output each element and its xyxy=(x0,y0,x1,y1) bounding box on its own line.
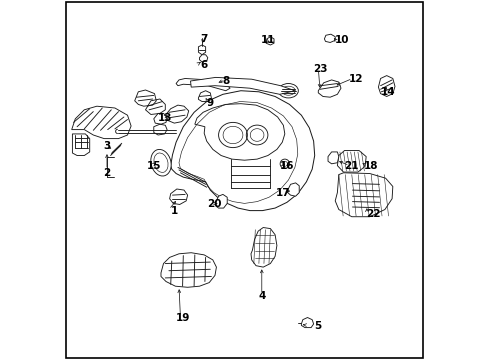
Polygon shape xyxy=(190,77,294,94)
Polygon shape xyxy=(198,45,205,55)
Polygon shape xyxy=(165,105,188,123)
Ellipse shape xyxy=(278,84,298,98)
Polygon shape xyxy=(335,173,392,217)
Text: 6: 6 xyxy=(200,60,207,70)
Text: 15: 15 xyxy=(146,161,161,171)
Text: 2: 2 xyxy=(103,168,110,178)
Polygon shape xyxy=(250,228,276,267)
Text: 14: 14 xyxy=(381,87,395,97)
Text: 11: 11 xyxy=(260,35,275,45)
Polygon shape xyxy=(199,55,207,62)
Polygon shape xyxy=(337,150,366,172)
Polygon shape xyxy=(324,34,335,42)
Text: 13: 13 xyxy=(157,113,171,123)
Polygon shape xyxy=(327,152,338,164)
Text: 4: 4 xyxy=(258,291,265,301)
Text: 12: 12 xyxy=(348,74,363,84)
Text: 20: 20 xyxy=(206,199,221,210)
Text: 19: 19 xyxy=(176,312,190,323)
Text: 18: 18 xyxy=(363,161,378,171)
Polygon shape xyxy=(301,318,313,328)
Text: 8: 8 xyxy=(223,76,230,86)
Text: 22: 22 xyxy=(366,209,380,219)
Text: 23: 23 xyxy=(313,64,327,74)
Polygon shape xyxy=(161,253,216,287)
Text: 3: 3 xyxy=(103,141,110,151)
Text: 9: 9 xyxy=(206,98,213,108)
Polygon shape xyxy=(215,194,227,208)
Text: 17: 17 xyxy=(276,188,290,198)
Text: 1: 1 xyxy=(170,206,178,216)
Polygon shape xyxy=(176,78,230,91)
Polygon shape xyxy=(378,76,394,96)
Polygon shape xyxy=(318,80,340,97)
Text: 10: 10 xyxy=(334,35,349,45)
Text: 5: 5 xyxy=(314,321,321,331)
Polygon shape xyxy=(170,91,314,211)
Polygon shape xyxy=(287,183,299,196)
Circle shape xyxy=(280,159,289,168)
Text: 16: 16 xyxy=(279,161,294,171)
Polygon shape xyxy=(169,189,187,204)
Ellipse shape xyxy=(150,149,171,176)
Polygon shape xyxy=(198,91,211,102)
Polygon shape xyxy=(265,37,273,45)
Text: 21: 21 xyxy=(344,161,358,171)
Text: 7: 7 xyxy=(200,34,207,44)
